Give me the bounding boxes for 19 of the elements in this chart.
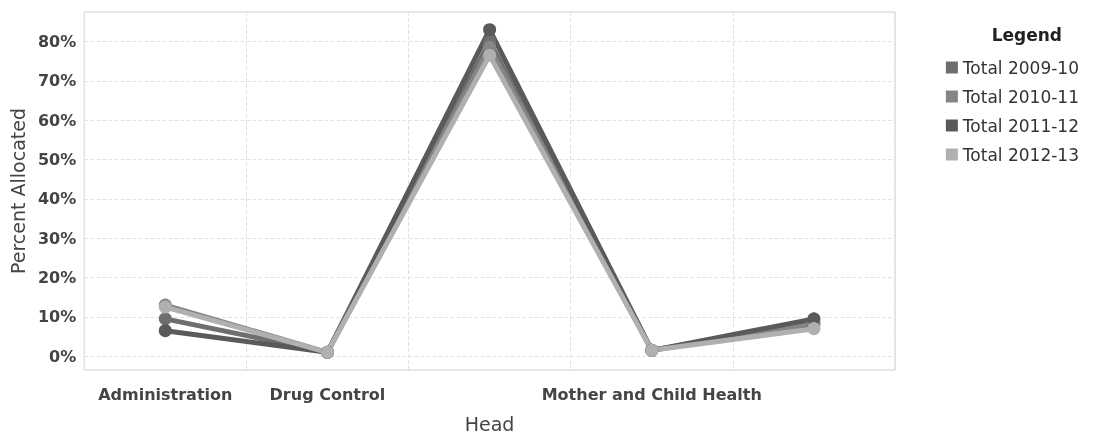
legend-label: Total 2010-11: [961, 86, 1079, 107]
y-tick-label: 0%: [49, 346, 77, 366]
y-tick-label: 10%: [37, 307, 77, 327]
y-tick-label: 20%: [37, 268, 77, 288]
legend-label: Total 2011-12: [961, 115, 1079, 136]
y-tick-label: 70%: [37, 71, 77, 91]
legend-title: Legend: [991, 24, 1063, 45]
y-tick-label: 50%: [37, 150, 77, 170]
x-tick-label: Drug Control: [269, 384, 386, 404]
legend-label: Total 2012-13: [961, 144, 1079, 165]
x-tick-label: Administration: [98, 384, 233, 404]
legend-label: Total 2009-10: [961, 57, 1079, 78]
x-tick-label: Mother and Child Health: [541, 384, 762, 404]
y-axis-title: Percent Allocated: [6, 108, 29, 274]
x-axis-title: Head: [464, 412, 515, 435]
y-tick-label: 30%: [37, 228, 77, 248]
y-tick-label: 60%: [37, 110, 77, 130]
y-tick-label: 80%: [37, 32, 77, 52]
y-tick-label: 40%: [37, 189, 77, 209]
